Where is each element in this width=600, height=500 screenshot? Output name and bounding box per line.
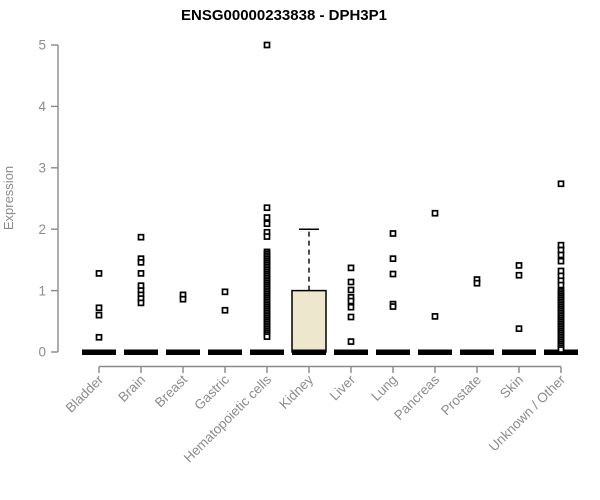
y-tick-label: 0 xyxy=(38,345,46,360)
median-bar xyxy=(292,349,326,355)
median-bar xyxy=(250,349,284,355)
data-point xyxy=(263,333,271,340)
data-point xyxy=(515,271,523,279)
category-label: Breast xyxy=(152,372,190,410)
median-bar xyxy=(124,349,158,355)
data-point xyxy=(515,262,523,269)
data-point xyxy=(389,230,397,237)
data-point xyxy=(347,338,355,345)
category-label: Bladder xyxy=(63,372,107,416)
data-point xyxy=(347,264,355,272)
data-point xyxy=(263,233,271,240)
median-bar xyxy=(418,349,452,355)
data-point xyxy=(263,41,271,49)
median-bar xyxy=(208,349,242,355)
data-point xyxy=(431,209,439,217)
data-point xyxy=(389,303,397,310)
box xyxy=(291,289,327,353)
y-axis-label: Expression xyxy=(1,166,16,230)
category-label: Brain xyxy=(115,372,148,405)
data-point xyxy=(389,270,397,278)
data-point xyxy=(557,251,565,259)
median-bar xyxy=(460,349,494,355)
data-point xyxy=(263,220,271,228)
data-point xyxy=(473,279,481,287)
y-tick-label: 3 xyxy=(38,161,46,176)
data-point xyxy=(347,297,355,305)
data-point xyxy=(221,306,229,314)
data-point xyxy=(263,214,271,221)
category-label: Liver xyxy=(327,372,359,404)
chart-title: ENSG00000233838 - DPH3P1 xyxy=(181,7,387,24)
data-point xyxy=(557,180,565,188)
data-point xyxy=(389,255,397,263)
data-point xyxy=(95,270,103,277)
data-point xyxy=(179,295,187,303)
data-point xyxy=(95,304,103,312)
data-point xyxy=(263,204,271,212)
median-bar xyxy=(376,349,410,355)
median-bar xyxy=(334,349,368,355)
data-point xyxy=(221,288,229,296)
y-tick-label: 1 xyxy=(38,283,46,298)
category-label: Gastric xyxy=(191,372,232,413)
y-tick-label: 5 xyxy=(38,38,46,53)
median-bar xyxy=(502,349,536,355)
data-point xyxy=(347,286,355,294)
median-bar xyxy=(82,349,116,355)
data-point xyxy=(431,313,439,320)
y-tick-label: 2 xyxy=(38,222,46,237)
data-point xyxy=(515,325,523,333)
category-label: Lung xyxy=(368,372,400,404)
median-bar xyxy=(166,349,200,355)
data-point xyxy=(95,333,103,341)
data-point xyxy=(137,233,145,241)
category-label: Skin xyxy=(497,372,526,401)
category-label: Prostate xyxy=(438,372,484,418)
data-point xyxy=(137,270,145,277)
data-point xyxy=(137,299,145,307)
data-point xyxy=(137,259,145,266)
category-label: Pancreas xyxy=(391,372,442,423)
data-point xyxy=(347,303,355,311)
y-tick-label: 4 xyxy=(38,99,46,114)
data-point xyxy=(95,311,103,319)
data-point xyxy=(347,313,355,321)
category-label: Kidney xyxy=(276,372,316,412)
data-point xyxy=(347,278,355,286)
data-point xyxy=(557,281,565,289)
data-point xyxy=(557,257,565,265)
category-label: Unknown / Other xyxy=(486,372,569,455)
data-point xyxy=(557,346,565,353)
